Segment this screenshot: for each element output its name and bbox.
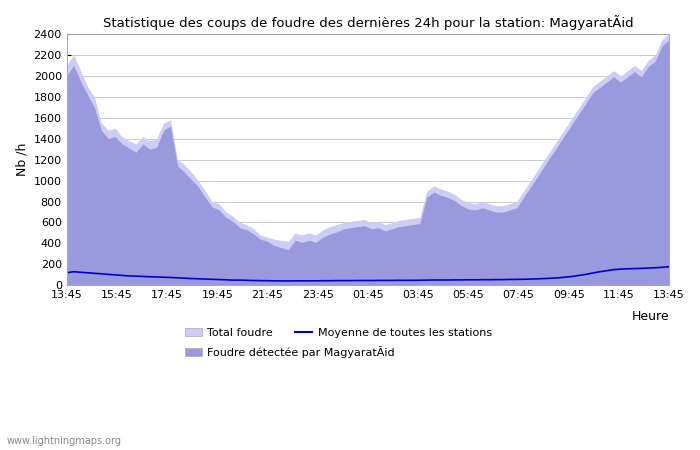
Text: www.lightningmaps.org: www.lightningmaps.org [7, 436, 122, 446]
Text: Heure: Heure [631, 310, 669, 324]
Y-axis label: Nb /h: Nb /h [15, 143, 28, 176]
Legend: Foudre détectée par MagyaratÃid: Foudre détectée par MagyaratÃid [181, 341, 400, 362]
Title: Statistique des coups de foudre des dernières 24h pour la station: MagyaratÃid: Statistique des coups de foudre des dern… [103, 15, 634, 30]
